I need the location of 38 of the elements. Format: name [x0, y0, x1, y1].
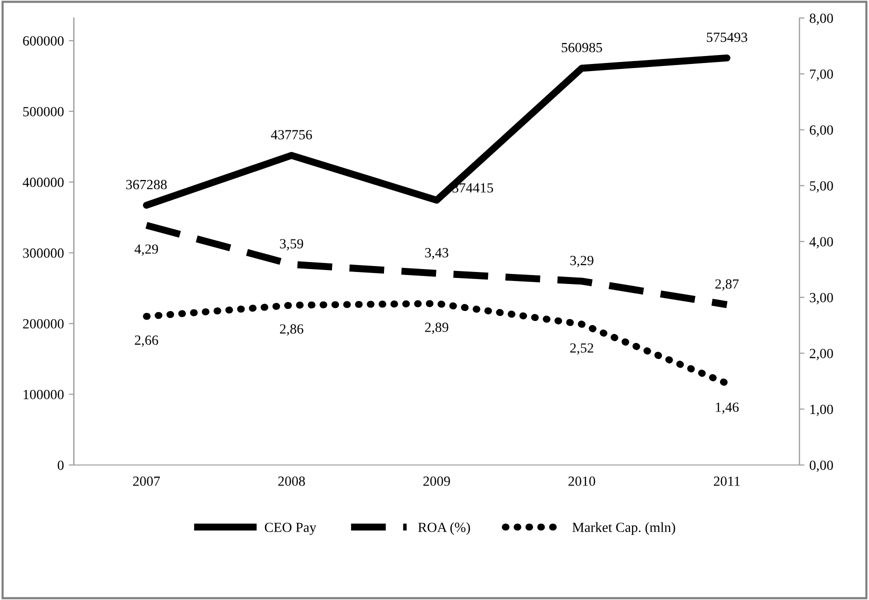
y2-tick-label: 6,00 — [810, 125, 833, 137]
y-tick-label: 200000 — [23, 319, 64, 328]
data-label: 367288 — [126, 180, 167, 190]
y-tick-label: 100000 — [24, 390, 64, 400]
legend-label: CEO Pay — [264, 522, 316, 535]
data-label: 2,89 — [425, 322, 448, 334]
x-tick-label: 2007 — [133, 476, 160, 486]
x-tick-label: 2008 — [278, 476, 305, 486]
y2-tick-label: 7,00 — [810, 69, 833, 81]
x-tick-label: 2009 — [423, 476, 450, 486]
y-tick-label: 500000 — [23, 106, 64, 116]
y2-tick-label: 0,00 — [810, 460, 833, 472]
data-label: 2,66 — [134, 336, 158, 347]
y2-tick-label: 5,00 — [810, 181, 833, 193]
data-label: 2,86 — [280, 324, 304, 336]
x-tick-label: 2011 — [714, 476, 740, 486]
data-label: 4,29 — [134, 244, 158, 256]
data-label: 437756 — [270, 130, 312, 140]
data-label: 3,43 — [425, 248, 448, 260]
data-label: 1,46 — [716, 402, 739, 414]
data-label: 560985 — [562, 42, 602, 52]
legend-label: ROA (%) — [418, 522, 470, 535]
legend-label: Market Cap. (mln) — [572, 522, 676, 535]
y2-tick-label: 8,00 — [810, 14, 833, 25]
y2-tick-label: 4,00 — [809, 237, 833, 248]
y-tick-label: 0 — [58, 460, 64, 470]
data-label: 575493 — [706, 32, 748, 42]
y-tick-label: 300000 — [23, 248, 64, 258]
y2-tick-label: 2,00 — [810, 348, 833, 360]
data-label: 3,59 — [280, 239, 304, 250]
x-tick-label: 2010 — [568, 476, 596, 486]
data-label: 3,29 — [570, 256, 594, 268]
y-tick-label: 600000 — [23, 36, 64, 46]
y-tick-label: 400000 — [22, 178, 64, 188]
y2-tick-label: 1,00 — [810, 404, 833, 416]
y2-tick-label: 3,00 — [810, 292, 833, 304]
data-label: 2,87 — [715, 279, 739, 291]
data-label: 2,52 — [570, 343, 594, 355]
